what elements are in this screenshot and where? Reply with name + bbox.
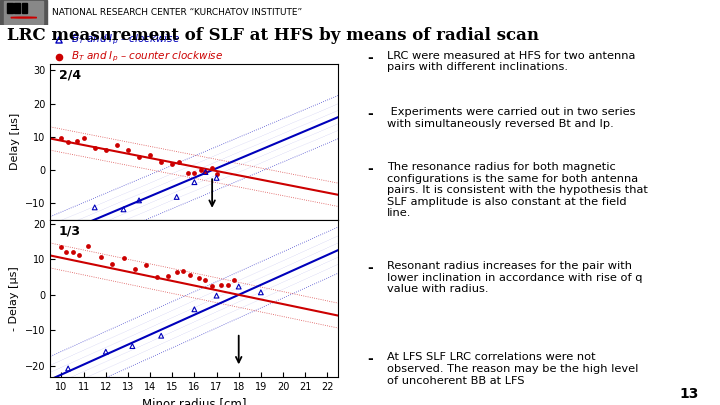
- Point: [207, 165, 218, 172]
- Point: [211, 292, 222, 299]
- Point: [107, 260, 118, 267]
- Point: [189, 306, 200, 313]
- Point: [127, 343, 138, 349]
- Point: [89, 204, 101, 211]
- Point: [73, 252, 85, 258]
- Text: 2/4: 2/4: [59, 68, 81, 81]
- Text: NATIONAL RESEARCH CENTER “KURCHATOV INSTITUTE”: NATIONAL RESEARCH CENTER “KURCHATOV INST…: [52, 8, 302, 17]
- Point: [199, 169, 211, 175]
- Point: [96, 254, 107, 260]
- Point: [122, 147, 134, 153]
- Point: [63, 365, 74, 372]
- Point: [233, 284, 245, 290]
- Point: [133, 154, 145, 160]
- Point: [199, 277, 211, 283]
- Point: [156, 333, 167, 339]
- Point: [118, 255, 130, 261]
- Point: [89, 144, 101, 151]
- Point: [144, 152, 156, 159]
- Point: [156, 158, 167, 165]
- Point: [215, 282, 227, 288]
- Point: [55, 244, 67, 250]
- Text: -: -: [367, 352, 373, 367]
- Point: [67, 237, 78, 244]
- X-axis label: Minor radius [cm]: Minor radius [cm]: [142, 397, 247, 405]
- Point: [195, 166, 207, 173]
- Bar: [0, 0, 47, 25]
- Point: [162, 273, 174, 280]
- Text: At LFS SLF LRC correlations were not
observed. The reason may be the high level
: At LFS SLF LRC correlations were not obs…: [387, 352, 639, 386]
- Point: [211, 175, 222, 181]
- Text: -: -: [367, 261, 373, 275]
- Point: [100, 348, 112, 355]
- Point: [55, 135, 67, 141]
- Bar: [22, 2, 27, 13]
- Point: [189, 170, 200, 176]
- Point: [78, 135, 89, 142]
- Point: [171, 194, 182, 200]
- Bar: [7, 2, 13, 13]
- Point: [53, 54, 65, 60]
- Point: [166, 160, 178, 167]
- Point: [60, 249, 72, 255]
- Point: [193, 275, 204, 281]
- Text: Experiments were carried out in two series
with simultaneously reversed Bt and I: Experiments were carried out in two seri…: [387, 107, 636, 129]
- Point: [67, 249, 78, 256]
- Point: [184, 271, 196, 278]
- Text: LRC measurement of SLF at HFS by means of radial scan: LRC measurement of SLF at HFS by means o…: [7, 27, 539, 44]
- Text: -: -: [367, 162, 373, 176]
- Text: 1/3: 1/3: [59, 225, 81, 238]
- Point: [207, 283, 218, 290]
- Bar: [4, 1, 43, 24]
- Point: [53, 37, 65, 43]
- Point: [129, 266, 140, 272]
- Point: [182, 169, 194, 176]
- Point: [133, 197, 145, 204]
- Text: 13: 13: [679, 387, 698, 401]
- Y-axis label: Delay [µs]: Delay [µs]: [9, 113, 19, 171]
- Point: [63, 139, 74, 145]
- Text: The resonance radius for both magnetic
configurations is the same for both anten: The resonance radius for both magnetic c…: [387, 162, 648, 218]
- Point: [228, 277, 240, 284]
- Point: [189, 179, 200, 185]
- Text: Resonant radius increases for the pair with
lower inclination in accordance with: Resonant radius increases for the pair w…: [387, 261, 643, 294]
- Text: $B_T$ and $I_p$ – clockwise: $B_T$ and $I_p$ – clockwise: [71, 33, 179, 47]
- Point: [173, 159, 184, 165]
- Circle shape: [11, 17, 37, 18]
- Point: [71, 137, 83, 144]
- Point: [199, 169, 211, 176]
- Text: -: -: [367, 107, 373, 122]
- Point: [100, 147, 112, 153]
- Point: [118, 206, 130, 213]
- Point: [178, 268, 189, 274]
- Point: [111, 141, 122, 148]
- Text: $B_T$ and $I_p$ – counter clockwise: $B_T$ and $I_p$ – counter clockwise: [71, 50, 223, 64]
- Point: [171, 269, 182, 275]
- Y-axis label: - Delay [µs]: - Delay [µs]: [9, 266, 19, 331]
- Point: [78, 377, 89, 384]
- Point: [151, 274, 163, 280]
- Point: [140, 262, 151, 269]
- Point: [222, 282, 233, 288]
- Point: [211, 171, 222, 177]
- Bar: [14, 2, 20, 13]
- Text: LRC were measured at HFS for two antenna
pairs with different inclinations.: LRC were measured at HFS for two antenna…: [387, 51, 636, 72]
- Point: [255, 289, 266, 296]
- Text: -: -: [367, 51, 373, 65]
- Point: [82, 243, 94, 249]
